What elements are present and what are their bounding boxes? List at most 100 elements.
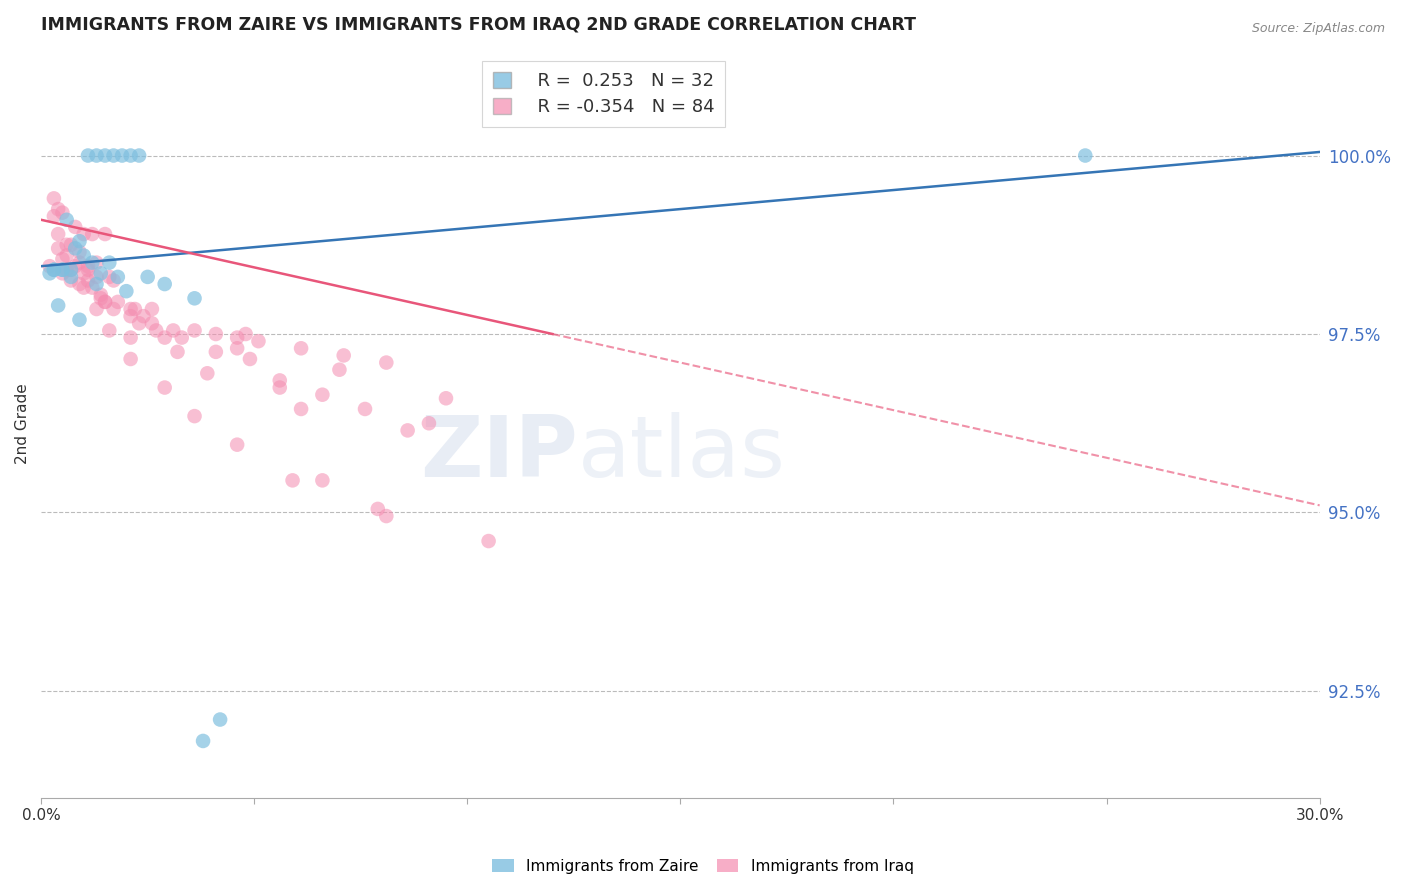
Point xyxy=(59,262,82,277)
Point xyxy=(55,262,77,277)
Point xyxy=(86,148,108,162)
Point xyxy=(145,323,167,337)
Point xyxy=(98,255,121,269)
Point xyxy=(107,294,129,309)
Point xyxy=(63,259,86,273)
Point xyxy=(107,269,129,284)
Point xyxy=(103,301,125,316)
Point xyxy=(170,330,193,344)
Point xyxy=(183,323,205,337)
Point xyxy=(120,309,142,323)
Point xyxy=(226,330,249,344)
Point xyxy=(136,269,159,284)
Point xyxy=(90,291,112,305)
Point xyxy=(195,366,218,380)
Point xyxy=(478,534,501,549)
Point xyxy=(42,262,65,277)
Point xyxy=(94,148,117,162)
Point xyxy=(375,355,398,369)
Point xyxy=(86,255,108,269)
Point xyxy=(69,244,91,259)
Point xyxy=(69,255,91,269)
Point xyxy=(73,266,96,280)
Point xyxy=(153,380,176,394)
Point xyxy=(183,291,205,305)
Point xyxy=(153,277,176,291)
Point xyxy=(205,344,228,359)
Point xyxy=(247,334,270,348)
Point xyxy=(1074,148,1097,162)
Point xyxy=(82,227,104,241)
Point xyxy=(120,148,142,162)
Point xyxy=(46,241,69,255)
Point xyxy=(128,316,150,330)
Point xyxy=(51,262,73,277)
Point xyxy=(69,234,91,248)
Point xyxy=(55,248,77,262)
Legend: Immigrants from Zaire, Immigrants from Iraq: Immigrants from Zaire, Immigrants from I… xyxy=(486,853,920,880)
Point xyxy=(311,387,333,401)
Point xyxy=(235,326,257,341)
Point xyxy=(281,474,304,488)
Point xyxy=(55,212,77,227)
Point xyxy=(77,148,100,162)
Point xyxy=(290,401,312,416)
Point xyxy=(94,294,117,309)
Point xyxy=(38,266,60,280)
Point xyxy=(51,205,73,219)
Point xyxy=(103,148,125,162)
Point xyxy=(94,227,117,241)
Point xyxy=(73,280,96,294)
Point xyxy=(59,273,82,287)
Point xyxy=(183,409,205,423)
Point xyxy=(124,301,146,316)
Point xyxy=(46,227,69,241)
Point xyxy=(354,401,377,416)
Point xyxy=(90,287,112,301)
Point xyxy=(128,148,150,162)
Point xyxy=(418,416,440,430)
Point xyxy=(69,312,91,326)
Point xyxy=(120,351,142,366)
Point xyxy=(82,255,104,269)
Point xyxy=(328,362,350,376)
Point xyxy=(46,298,69,312)
Point xyxy=(166,344,188,359)
Point xyxy=(162,323,184,337)
Point xyxy=(51,262,73,277)
Point xyxy=(86,277,108,291)
Point xyxy=(51,252,73,266)
Point xyxy=(191,734,214,748)
Point xyxy=(98,269,121,284)
Point xyxy=(332,348,354,362)
Point xyxy=(311,474,333,488)
Point xyxy=(73,248,96,262)
Point xyxy=(434,391,457,405)
Point xyxy=(141,316,163,330)
Point xyxy=(98,323,121,337)
Text: ZIP: ZIP xyxy=(420,412,578,495)
Point xyxy=(153,330,176,344)
Point xyxy=(63,219,86,234)
Point xyxy=(63,241,86,255)
Point xyxy=(59,262,82,277)
Point xyxy=(226,438,249,452)
Point xyxy=(205,326,228,341)
Point xyxy=(86,301,108,316)
Point xyxy=(55,237,77,252)
Text: Source: ZipAtlas.com: Source: ZipAtlas.com xyxy=(1251,22,1385,36)
Point xyxy=(290,341,312,355)
Point xyxy=(42,191,65,205)
Point xyxy=(141,301,163,316)
Point xyxy=(120,330,142,344)
Point xyxy=(42,209,65,223)
Point xyxy=(90,266,112,280)
Point xyxy=(396,424,419,438)
Point xyxy=(226,341,249,355)
Point xyxy=(367,502,389,516)
Point xyxy=(77,273,100,287)
Point xyxy=(103,273,125,287)
Point xyxy=(77,259,100,273)
Point xyxy=(239,351,262,366)
Point xyxy=(82,280,104,294)
